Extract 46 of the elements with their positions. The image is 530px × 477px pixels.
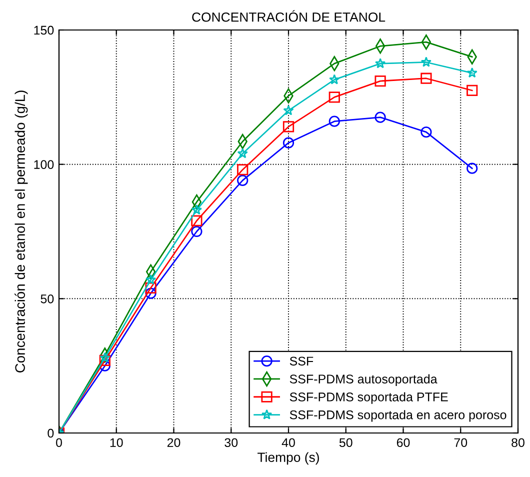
- y-axis-title: Concentración de etanol en el permeado (g/L): [14, 90, 28, 372]
- point: [237, 148, 248, 158]
- point: [420, 72, 432, 84]
- legend-label: SSF-PDMS soportada en acero poroso: [290, 410, 506, 422]
- point: [100, 352, 110, 362]
- y-tick-label: 150: [34, 26, 54, 35]
- legend-label: SSF-PDMS autosoportada: [290, 374, 438, 386]
- point: [99, 354, 110, 366]
- point: [145, 282, 156, 294]
- x-tick-label: 50: [339, 438, 352, 448]
- point: [191, 226, 202, 238]
- point: [374, 75, 386, 87]
- legend-label: SSF-PDMS soportada PTFE: [290, 392, 448, 404]
- x-tick-label: 60: [396, 438, 410, 448]
- x-tick-label: 70: [454, 438, 468, 448]
- point: [282, 137, 294, 148]
- y-tick-label: 0: [48, 428, 54, 438]
- point: [420, 56, 432, 67]
- x-axis-title: Tiempo (s): [258, 452, 319, 465]
- x-tick-label: 40: [282, 438, 295, 448]
- legend-label: SSF: [290, 356, 314, 366]
- point: [466, 84, 478, 96]
- point: [191, 215, 202, 226]
- point: [466, 162, 478, 174]
- point: [237, 164, 248, 176]
- point: [329, 74, 340, 84]
- point: [237, 174, 248, 186]
- x-tick-label: 80: [512, 438, 524, 448]
- point: [328, 116, 340, 127]
- x-tick-label: 10: [110, 438, 123, 448]
- point: [374, 112, 386, 123]
- x-tick-label: 0: [56, 438, 62, 448]
- point: [145, 288, 156, 299]
- point: [145, 274, 156, 284]
- point: [328, 92, 340, 103]
- chart-title: CONCENTRACIÓN DE ETANOL: [192, 10, 386, 22]
- point: [283, 105, 294, 116]
- y-tick-label: 100: [34, 160, 54, 169]
- y-tick-label: 50: [40, 294, 54, 304]
- point: [420, 126, 432, 138]
- x-tick-label: 20: [167, 438, 180, 448]
- point: [282, 121, 294, 132]
- point: [374, 58, 386, 68]
- x-tick-label: 30: [224, 438, 238, 448]
- point: [191, 204, 202, 215]
- point: [466, 67, 478, 78]
